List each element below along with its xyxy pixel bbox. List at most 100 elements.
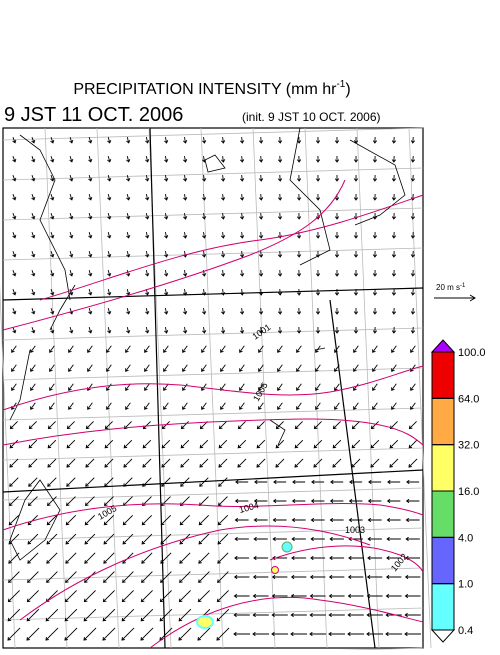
wind-arrow <box>182 364 188 372</box>
wind-arrow <box>334 212 340 220</box>
wind-arrow <box>104 458 114 468</box>
wind-arrow <box>88 136 93 144</box>
wind-arrow <box>31 289 36 296</box>
wind-arrow <box>385 593 402 599</box>
wind-arrow <box>164 288 169 296</box>
wind-arrow <box>234 536 249 542</box>
wind-arrow <box>329 536 344 542</box>
wind-arrow <box>141 533 153 545</box>
wind-arrow <box>387 479 401 485</box>
wind-arrow <box>140 608 154 622</box>
wind-arrow <box>391 212 397 220</box>
wind-arrow <box>277 326 283 334</box>
wind-arrow <box>85 477 95 487</box>
wind-arrow <box>315 288 321 296</box>
wind-arrow <box>121 627 135 641</box>
wind-arrow <box>64 608 78 622</box>
wind-arrow <box>221 212 226 220</box>
wind-arrow <box>84 552 96 564</box>
wind-arrow <box>385 631 403 637</box>
wind-arrow <box>87 345 93 353</box>
wind-arrow <box>367 498 382 504</box>
wind-arrow <box>50 308 55 315</box>
wind-arrow <box>368 479 382 485</box>
wind-arrow <box>49 383 55 391</box>
wind-arrow <box>405 498 420 504</box>
wind-arrow <box>372 212 378 220</box>
wind-arrow <box>84 571 96 583</box>
title-text: PRECIPITATION INTENSITY (mm hr <box>73 81 337 98</box>
wind-arrow <box>12 327 17 334</box>
wind-arrow <box>145 155 150 163</box>
wind-arrow <box>405 517 420 523</box>
wind-arrow <box>372 402 378 410</box>
wind-arrow <box>47 439 57 449</box>
wind-arrow <box>46 552 58 564</box>
wind-arrow <box>46 533 58 545</box>
wind-arrow <box>291 517 306 523</box>
wind-arrow <box>47 477 57 487</box>
wind-arrow <box>164 155 169 163</box>
wind-arrow <box>7 608 21 622</box>
wind-arrow <box>328 631 346 637</box>
wind-arrow <box>161 458 171 468</box>
wind-arrow <box>50 289 55 296</box>
wind-arrow <box>366 612 383 618</box>
wind-arrow <box>334 364 340 372</box>
wind-arrow <box>69 270 74 277</box>
wind-arrow <box>410 307 416 315</box>
wind-arrow <box>164 326 169 334</box>
wind-arrow <box>353 231 359 239</box>
wind-arrow <box>30 364 36 372</box>
wind-arrow <box>253 498 268 504</box>
wind-arrow <box>122 533 134 545</box>
wind-arrow <box>50 251 55 258</box>
wind-arrow <box>410 250 416 258</box>
wind-arrow <box>69 194 74 201</box>
wind-arrow <box>334 136 340 144</box>
wind-arrow <box>391 250 397 258</box>
wind-arrow <box>408 421 417 430</box>
wind-arrow <box>145 193 150 201</box>
wind-arrow <box>8 533 20 545</box>
wind-arrow <box>202 155 207 163</box>
wind-arrow <box>221 193 226 201</box>
wind-arrow <box>290 574 307 580</box>
wind-arrow <box>123 458 133 468</box>
valid-time: 9 JST 11 OCT. 2006 <box>4 104 183 126</box>
wind-arrow <box>233 593 250 599</box>
wind-arrow <box>144 383 150 391</box>
wind-arrow <box>7 590 20 603</box>
wind-arrow <box>84 496 95 507</box>
wind-arrow <box>271 612 288 618</box>
wind-arrow <box>88 326 93 334</box>
wind-arrow <box>88 269 93 277</box>
wind-arrow <box>178 608 192 622</box>
graticule-line <box>2 487 424 501</box>
colorbar-segment <box>431 444 455 492</box>
wind-arrow <box>144 364 150 372</box>
wind-arrow <box>309 612 326 618</box>
wind-arrow <box>83 590 96 603</box>
wind-arrow <box>12 175 17 182</box>
wind-arrow <box>12 308 17 315</box>
wind-arrow <box>233 612 250 618</box>
wind-arrow <box>252 612 269 618</box>
wind-arrow <box>351 421 360 430</box>
wind-arrow <box>252 631 270 637</box>
wind-arrow <box>239 402 245 410</box>
wind-arrow <box>294 458 304 468</box>
wind-arrow <box>315 155 321 163</box>
wind-arrow <box>404 631 422 637</box>
wind-arrow <box>277 155 283 163</box>
wind-arrow <box>88 307 93 315</box>
wind-arrow <box>272 517 287 523</box>
wind-arrow <box>220 364 226 372</box>
wind-arrow <box>9 421 18 430</box>
wind-arrow <box>386 555 402 561</box>
wind-arrow <box>370 458 380 468</box>
wind-arrow <box>180 477 190 487</box>
wind-arrow <box>332 439 342 449</box>
wind-arrow <box>275 439 285 449</box>
wind-arrow <box>334 174 340 182</box>
